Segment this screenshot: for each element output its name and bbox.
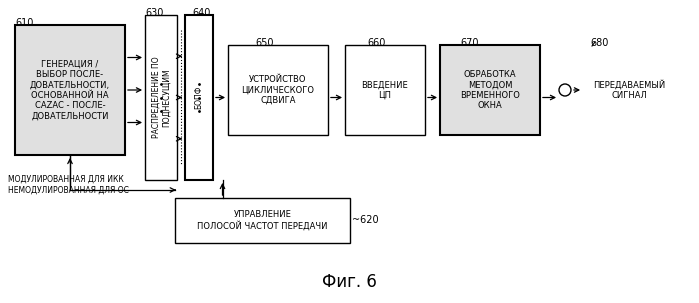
Bar: [185, 15, 213, 180]
Text: 680: 680: [590, 38, 608, 48]
Text: 640: 640: [192, 8, 210, 18]
Text: 630: 630: [145, 8, 164, 18]
Bar: [145, 15, 177, 180]
Text: Фиг. 6: Фиг. 6: [322, 273, 377, 291]
Text: ПЕРЕДАВАЕМЫЙ
СИГНАЛ: ПЕРЕДАВАЕМЫЙ СИГНАЛ: [593, 80, 665, 100]
Bar: [345, 45, 425, 135]
Text: БОПФ: БОПФ: [194, 86, 203, 109]
Bar: [175, 198, 350, 243]
Text: 610: 610: [15, 18, 34, 28]
Text: ГЕНЕРАЦИЯ /
ВЫБОР ПОСЛЕ-
ДОВАТЕЛЬНОСТИ,
ОСНОВАННОЙ НА
CAZAC - ПОСЛЕ-
ДОВАТЕЛЬНОС: ГЕНЕРАЦИЯ / ВЫБОР ПОСЛЕ- ДОВАТЕЛЬНОСТИ, …: [30, 59, 110, 121]
Text: 660: 660: [367, 38, 385, 48]
Text: 650: 650: [255, 38, 273, 48]
Bar: [228, 45, 328, 135]
Text: ОБРАБОТКА
МЕТОДОМ
ВРЕМЕННОГО
ОКНА: ОБРАБОТКА МЕТОДОМ ВРЕМЕННОГО ОКНА: [460, 70, 520, 110]
Text: 670: 670: [460, 38, 479, 48]
Bar: [15, 25, 125, 155]
Text: УСТРОЙСТВО
ЦИКЛИЧЕСКОГО
СДВИГА: УСТРОЙСТВО ЦИКЛИЧЕСКОГО СДВИГА: [241, 75, 315, 105]
Text: РАСПРЕДЕЛЕНИЕ ПО
ПОДНЕСУЩИМ: РАСПРЕДЕЛЕНИЕ ПО ПОДНЕСУЩИМ: [151, 57, 171, 138]
Text: МОДУЛИРОВАННАЯ ДЛЯ ИКК
НЕМОДУЛИРОВАННАЯ ДЛЯ ОС: МОДУЛИРОВАННАЯ ДЛЯ ИКК НЕМОДУЛИРОВАННАЯ …: [8, 175, 129, 195]
Text: ~620: ~620: [352, 215, 379, 225]
Text: УПРАВЛЕНИЕ
ПОЛОСОЙ ЧАСТОТ ПЕРЕДАЧИ: УПРАВЛЕНИЕ ПОЛОСОЙ ЧАСТОТ ПЕРЕДАЧИ: [197, 210, 328, 231]
Bar: [440, 45, 540, 135]
Text: ВВЕДЕНИЕ
ЦП: ВВЕДЕНИЕ ЦП: [361, 80, 408, 100]
